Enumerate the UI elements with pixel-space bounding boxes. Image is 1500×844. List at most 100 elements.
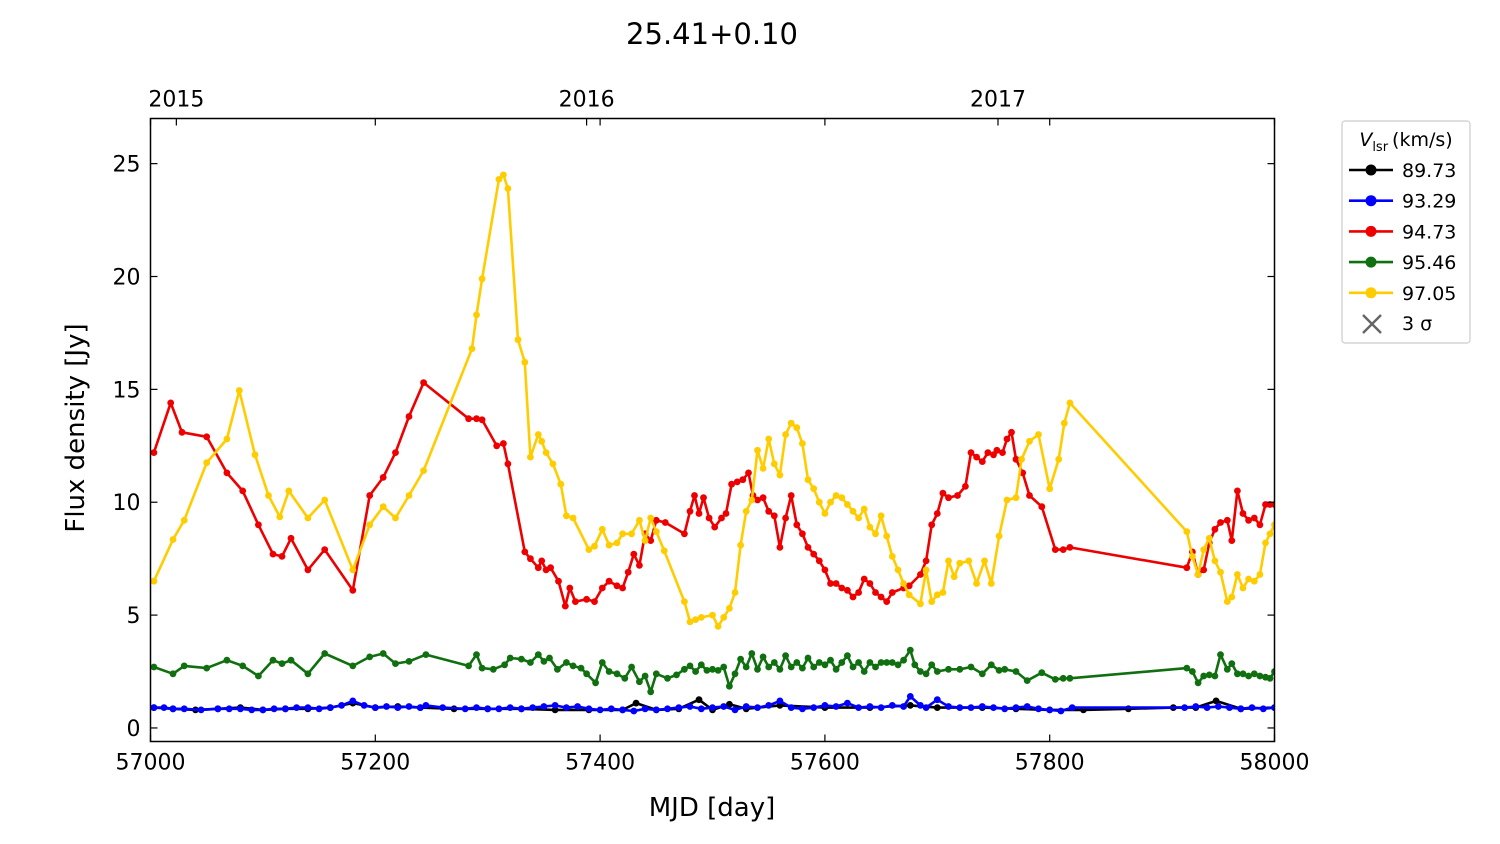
series-point-2 [1211,525,1219,533]
series-point-4 [1035,431,1042,438]
series-point-4 [759,465,767,472]
series-point-4 [1018,455,1025,463]
series-point-1 [270,705,278,713]
series-point-2 [838,584,846,592]
series-point-3 [759,653,767,661]
series-point-2 [547,564,554,572]
series-point-1 [160,704,168,711]
series-point-1 [933,696,941,704]
series-point-4 [276,513,284,521]
series-point-1 [742,703,750,710]
legend-label: 94.73 [1402,221,1456,243]
series-point-3 [506,654,514,662]
series-point-4 [1245,575,1252,583]
series-point-2 [739,476,747,484]
series-point-4 [1189,553,1196,560]
series-point-3 [269,656,277,664]
series-point-2 [619,584,626,592]
series-point-3 [1038,669,1046,677]
series-point-2 [1051,546,1059,553]
series-point-0 [906,702,914,709]
series-point-1 [855,704,862,711]
series-point-2 [933,510,941,517]
series-point-4 [585,546,593,553]
series-point-4 [987,580,995,587]
series-point-1 [877,704,885,711]
series-point-3 [900,656,907,664]
series-point-3 [793,659,801,666]
series-point-3 [1271,668,1275,675]
series-point-4 [150,577,158,585]
series-point-1 [1001,705,1009,713]
series-point-1 [917,702,924,709]
series-point-3 [598,659,606,666]
series-point-3 [1194,679,1202,687]
series-point-2 [1239,510,1247,517]
series-point-4 [681,598,688,605]
series-point-2 [366,492,374,499]
series-point-4 [527,453,534,461]
series-point-2 [178,428,186,436]
series-point-2 [939,489,947,497]
series-point-3 [636,678,643,686]
series-point-2 [1003,435,1011,443]
series-point-3 [855,659,862,666]
series-point-1 [360,702,368,709]
legend-marker [1365,164,1377,176]
series-point-3 [754,665,761,673]
series-point-1 [473,704,480,711]
series-point-2 [782,514,789,522]
series-point-4 [504,185,512,192]
series-point-3 [1059,674,1067,682]
series-point-2 [962,483,969,490]
series-point-1 [259,706,267,714]
series-point-2 [770,512,778,520]
series-point-4 [473,311,480,319]
series-point-4 [641,537,649,544]
series-point-4 [203,459,211,467]
series-point-2 [827,580,834,587]
series-point-4 [542,449,550,456]
series-point-2 [630,550,638,558]
series-point-4 [180,516,188,524]
series-point-2 [287,534,295,542]
series-point-3 [540,658,548,665]
series-point-4 [905,591,913,599]
series-point-2 [636,562,643,569]
series-point-4 [838,494,846,502]
series-point-3 [686,662,694,670]
series-point-4 [169,536,177,543]
series-point-2 [999,449,1006,456]
legend-title: Vlsr (km/s) [1359,129,1452,155]
x-axis-ticks: 57000 57200 57400 57600 57800 58000 [116,118,1310,776]
series-point-1 [495,705,503,713]
series-point-4 [939,589,947,596]
series-point-4 [251,451,259,459]
series-point-1 [1012,704,1020,711]
series-point-4 [748,496,756,504]
series-point-3 [223,656,231,664]
series-point-1 [906,693,914,700]
series-point-3 [563,659,570,666]
series-point-3 [392,660,399,667]
series-point-2 [855,589,862,596]
series-point-1 [574,703,581,710]
y-axis-ticks: 0 5 10 15 20 25 [113,153,1275,742]
series-point-2 [534,564,542,572]
series-point-2 [765,507,773,515]
series-point-1 [720,703,728,710]
legend-title-subscript: lsr [1372,140,1388,155]
series-point-3 [255,672,262,680]
series-point-1 [799,705,806,713]
series-point-2 [922,557,930,565]
series-point-3 [278,660,286,667]
series-point-2 [722,510,730,517]
series-point-4 [569,514,577,522]
series-point-4 [534,431,542,438]
series-point-4 [787,419,795,427]
series-point-1 [518,705,525,713]
legend-title-unit: (km/s) [1392,129,1453,151]
legend-entry: 89.73 [1349,160,1456,182]
series-3 [150,646,1275,696]
series-point-4 [598,525,606,533]
